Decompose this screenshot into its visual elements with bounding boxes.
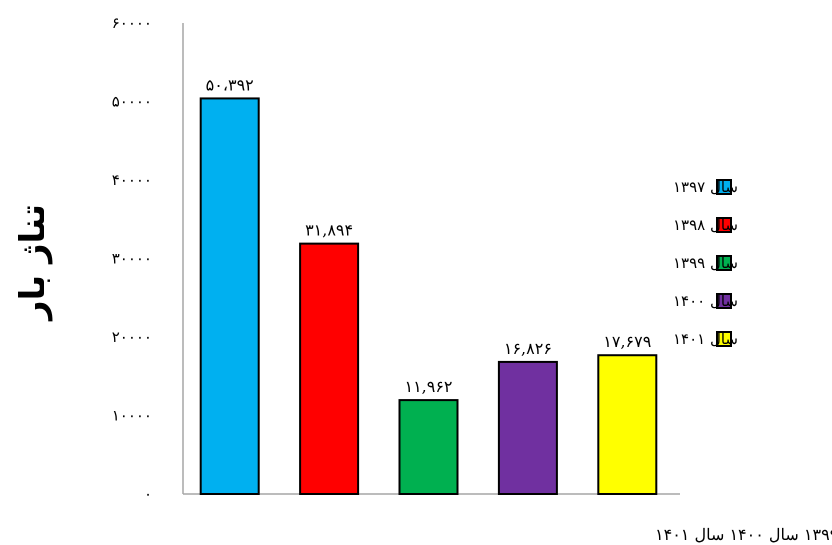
bar	[597, 354, 658, 495]
y-tick-label: ۱۰۰۰۰	[112, 407, 152, 425]
y-tick-label: ۵۰۰۰۰	[112, 93, 152, 111]
x-category-label: سال ۱۴۰۰	[729, 525, 803, 544]
y-tick-label: ۳۰۰۰۰	[112, 250, 152, 268]
legend: سال ۱۳۹۷ سال ۱۳۹۸ سال ۱۳۹۹ سال ۱۴۰۰ سال ۱۴۰۱	[673, 178, 738, 348]
legend-swatch	[716, 331, 732, 347]
bar-data-label: ۱۱,۹۶۲	[404, 377, 452, 396]
bar-data-label: ۱۷,۶۷۹	[603, 332, 651, 351]
y-tick-label: ۴۰۰۰۰	[112, 171, 152, 189]
y-axis-ticks: ۰ ۱۰۰۰۰ ۲۰۰۰۰ ۳۰۰۰۰ ۴۰۰۰۰ ۵۰۰۰۰ ۶۰۰۰۰	[112, 14, 152, 503]
legend-swatch	[716, 179, 732, 195]
bar-data-label: ۵۰،۳۹۲	[206, 75, 254, 94]
bar	[398, 399, 459, 495]
legend-entry-label: سال ۱۳۹۷	[673, 178, 738, 196]
y-axis-title: تناژ بار	[13, 204, 53, 322]
legend-entry-label: سال ۱۴۰۰	[673, 292, 738, 310]
legend-entry-label: سال ۱۴۰۱	[673, 330, 738, 348]
legend-swatch	[716, 293, 732, 309]
bars-group	[199, 97, 658, 496]
x-category-label: سال ۱۳۹۹	[804, 525, 832, 544]
y-tick-label: ۲۰۰۰۰	[112, 328, 152, 346]
data-labels-group: ۵۰،۳۹۲ ۳۱,۸۹۴ ۱۱,۹۶۲ ۱۶,۸۲۶ ۱۷,۶۷۹	[206, 75, 652, 396]
bar	[199, 97, 260, 496]
x-category-labels: سال ۱۳۹۷ سال ۱۳۹۸ سال ۱۳۹۹ سال ۱۴۰۰ سال …	[655, 525, 832, 544]
y-tick-label: ۶۰۰۰۰	[112, 14, 152, 32]
y-tick-label: ۰	[144, 485, 152, 503]
bar	[497, 360, 558, 495]
x-category-label: سال ۱۴۰۱	[655, 525, 729, 544]
bar	[299, 242, 360, 495]
legend-swatch	[716, 217, 732, 233]
legend-entry-label: سال ۱۳۹۹	[673, 254, 738, 272]
bar-data-label: ۱۶,۸۲۶	[504, 339, 552, 358]
legend-entry-label: سال ۱۳۹۸	[673, 216, 738, 234]
bar-data-label: ۳۱,۸۹۴	[305, 221, 353, 240]
legend-swatch	[716, 255, 732, 271]
